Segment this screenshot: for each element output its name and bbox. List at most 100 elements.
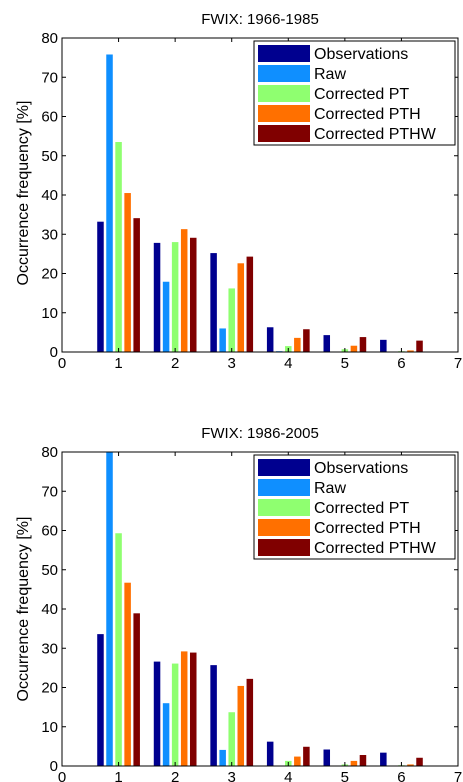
bar-corrected-pth-2 — [180, 229, 188, 352]
legend-swatch — [258, 125, 310, 142]
y-tick-label: 60 — [41, 109, 58, 126]
y-tick-label: 40 — [41, 601, 58, 618]
bar-corrected-pthw-1 — [133, 613, 140, 766]
bar-corrected-pt-1 — [115, 142, 122, 352]
x-tick-label: 0 — [58, 355, 66, 372]
bar-raw-3 — [219, 328, 226, 352]
bar-corrected-pthw-3 — [246, 256, 254, 352]
bar-corrected-pth-1 — [124, 193, 131, 352]
bar-corrected-pth-6 — [407, 764, 414, 766]
legend-swatch — [258, 65, 310, 82]
x-tick-label: 0 — [58, 769, 66, 782]
legend-swatch — [258, 479, 310, 496]
chart-title: FWIX: 1986-2005 — [201, 425, 319, 442]
bar-raw-1 — [106, 452, 113, 766]
x-tick-label: 3 — [228, 769, 236, 782]
legend-label: Raw — [314, 66, 346, 83]
bar-corrected-pth-3 — [237, 685, 245, 766]
bar-corrected-pth-5 — [350, 760, 358, 766]
chart-panel-1986-2005: FWIX: 1986-2005 Occurrence frequency [%]… — [15, 425, 462, 782]
x-tick-label: 1 — [114, 355, 122, 372]
legend-swatch — [258, 105, 310, 122]
bar-observations-4 — [266, 327, 274, 352]
y-tick-label: 70 — [41, 483, 58, 500]
bar-corrected-pt-2 — [171, 242, 179, 352]
bar-corrected-pth-3 — [237, 263, 245, 352]
bar-observations-3 — [210, 253, 217, 352]
legend: Observations Raw Corrected PT Corrected PTH… — [253, 454, 456, 560]
legend: Observations Raw Corrected PT Corrected PTH… — [253, 40, 456, 146]
x-tick-label: 4 — [284, 355, 292, 372]
y-axis-label: Occurrence frequency [%] — [15, 517, 32, 702]
bar-corrected-pthw-2 — [189, 237, 197, 352]
chart-title: FWIX: 1966-1985 — [201, 11, 319, 28]
y-tick-label: 80 — [41, 30, 58, 47]
bar-corrected-pthw-6 — [416, 340, 423, 352]
bar-corrected-pt-2 — [171, 663, 179, 766]
bar-observations-1 — [97, 221, 104, 352]
bar-raw-2 — [162, 703, 170, 766]
bar-observations-2 — [153, 242, 161, 352]
x-tick-label: 2 — [171, 355, 179, 372]
legend-swatch — [258, 459, 310, 476]
x-tick-label: 5 — [341, 355, 349, 372]
legend-label: Corrected PTHW — [314, 126, 437, 143]
legend-swatch — [258, 85, 310, 102]
bar-observations-5 — [323, 749, 331, 766]
bar-observations-3 — [210, 665, 217, 766]
chart-panel-1966-1985: FWIX: 1966-1985 Occurrence frequency [%]… — [15, 11, 462, 372]
bar-raw-3 — [219, 749, 226, 766]
x-tick-label: 1 — [114, 769, 122, 782]
legend-label: Corrected PT — [314, 86, 409, 103]
bar-raw-1 — [106, 54, 113, 353]
x-tick-label: 7 — [454, 769, 462, 782]
legend-swatch — [258, 519, 310, 536]
x-tick-label: 3 — [228, 355, 236, 372]
legend-label: Raw — [314, 480, 346, 497]
bar-corrected-pth-1 — [124, 582, 131, 766]
x-tick-label: 4 — [284, 769, 292, 782]
y-tick-label: 30 — [41, 640, 58, 657]
legend-swatch — [258, 45, 310, 62]
y-axis-label: Occurrence frequency [%] — [15, 101, 32, 286]
legend-label: Corrected PTHW — [314, 540, 437, 557]
bar-corrected-pth-6 — [407, 350, 414, 352]
bar-observations-1 — [97, 634, 104, 766]
y-tick-label: 70 — [41, 69, 58, 86]
x-tick-label: 2 — [171, 769, 179, 782]
bar-observations-6 — [380, 339, 387, 352]
legend-label: Observations — [314, 460, 408, 477]
bar-corrected-pth-2 — [180, 651, 188, 766]
y-tick-label: 10 — [41, 305, 58, 322]
legend-label: Corrected PTH — [314, 520, 421, 537]
bar-corrected-pthw-5 — [359, 755, 367, 766]
bar-corrected-pthw-2 — [189, 652, 197, 766]
y-tick-label: 10 — [41, 719, 58, 736]
legend-label: Corrected PT — [314, 500, 409, 517]
bar-corrected-pthw-4 — [303, 329, 310, 352]
bar-corrected-pthw-5 — [359, 337, 367, 352]
bar-corrected-pt-1 — [115, 533, 122, 766]
y-tick-label: 0 — [50, 344, 58, 361]
bar-corrected-pth-4 — [294, 337, 301, 352]
bar-corrected-pthw-1 — [133, 218, 140, 352]
y-tick-label: 80 — [41, 444, 58, 461]
x-tick-label: 7 — [454, 355, 462, 372]
y-tick-label: 60 — [41, 523, 58, 540]
bar-corrected-pt-3 — [228, 288, 235, 352]
legend-swatch — [258, 499, 310, 516]
bar-raw-2 — [162, 281, 170, 352]
bar-corrected-pth-5 — [350, 345, 358, 352]
y-tick-label: 20 — [41, 266, 58, 283]
bar-corrected-pthw-4 — [303, 746, 310, 766]
bar-corrected-pt-3 — [228, 712, 235, 766]
y-tick-label: 30 — [41, 226, 58, 243]
bar-corrected-pthw-6 — [416, 757, 423, 766]
bar-observations-2 — [153, 661, 161, 766]
bar-corrected-pthw-3 — [246, 678, 254, 766]
x-tick-label: 6 — [397, 769, 405, 782]
x-tick-label: 5 — [341, 769, 349, 782]
bar-corrected-pth-4 — [294, 756, 301, 766]
